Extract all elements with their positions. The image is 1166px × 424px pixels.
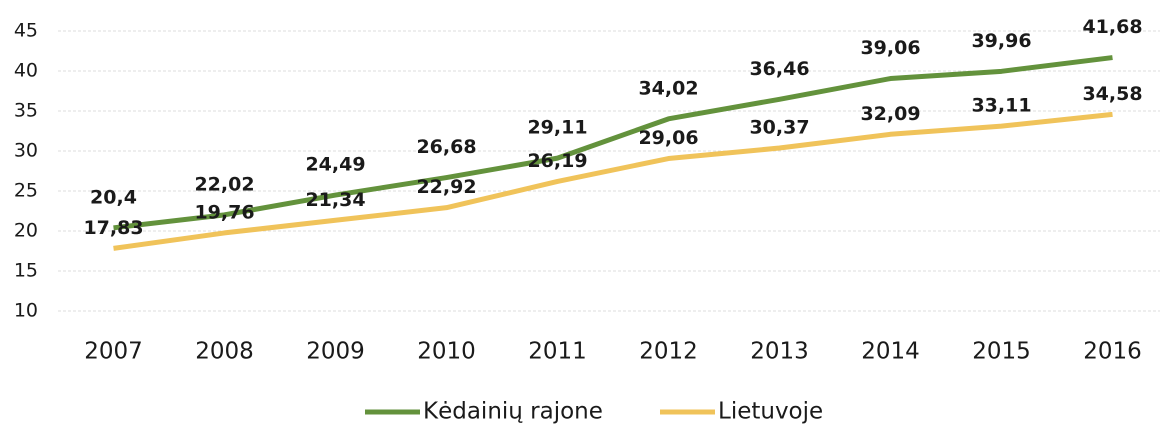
x-tick-label: 2012 [639,339,698,365]
series-line [113,55,1113,231]
data-label: 22,92 [416,176,476,198]
y-tick-label: 35 [14,100,38,122]
x-tick-label: 2011 [528,339,587,365]
y-tick-label: 20 [14,220,38,242]
data-label: 26,19 [527,150,587,172]
data-label: 36,46 [749,58,809,80]
y-tick-label: 25 [14,180,38,202]
legend-label: Kėdainių rajone [423,399,603,424]
data-label: 39,06 [860,37,920,59]
x-tick-label: 2007 [84,339,143,365]
x-tick-label: 2014 [861,339,920,365]
data-label: 26,68 [416,136,476,158]
x-tick-label: 2008 [195,339,254,365]
data-label: 22,02 [194,173,254,195]
data-label: 34,58 [1082,83,1142,105]
x-tick-label: 2016 [1083,339,1142,365]
data-label: 33,11 [971,95,1031,117]
series-line [113,111,1113,251]
y-tick-label: 30 [14,140,38,162]
data-label: 30,37 [749,117,809,139]
data-label: 39,96 [971,30,1031,52]
data-label: 41,68 [1082,16,1142,38]
x-tick-label: 2015 [972,339,1031,365]
legend-label: Lietuvoje [718,399,823,424]
x-tick-label: 2013 [750,339,809,365]
y-tick-label: 15 [14,260,38,282]
x-tick-label: 2009 [306,339,365,365]
data-label: 21,34 [305,189,365,211]
y-tick-label: 40 [14,60,38,82]
data-label: 20,4 [90,186,137,208]
data-label: 34,02 [638,77,698,99]
y-tick-label: 45 [14,20,38,42]
data-label: 17,83 [83,217,143,239]
data-label: 32,09 [860,103,920,125]
data-label: 24,49 [305,154,365,176]
y-tick-label: 10 [14,300,38,322]
data-label: 29,06 [638,127,698,149]
x-tick-label: 2010 [417,339,476,365]
data-label: 29,11 [527,117,587,139]
data-label: 19,76 [194,201,254,223]
